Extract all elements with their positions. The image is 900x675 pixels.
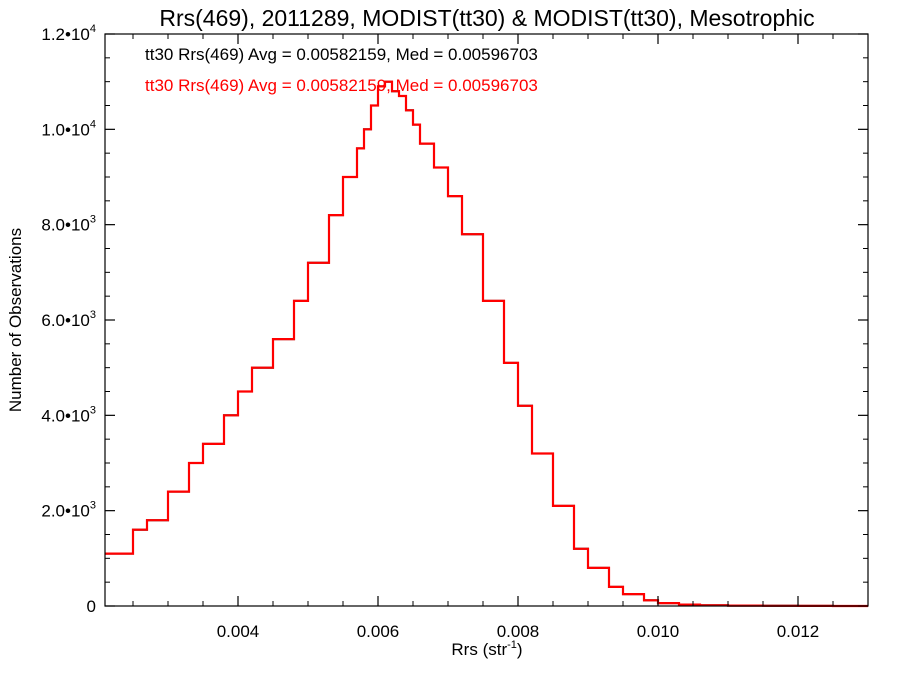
x-tick-label: 0.010 — [637, 622, 680, 641]
x-axis-label: Rrs (str-1) — [451, 639, 522, 659]
x-axis-label-exponent: -1 — [507, 639, 517, 651]
y-axis-label: Number of Observations — [6, 228, 25, 412]
y-axis: 0 2.0•103 4.0•103 6.0•103 8.0•103 1.0•104 1.2•… — [41, 23, 868, 616]
y-tick-label: 8.0•103 — [41, 214, 96, 235]
y-tick-label: 4.0•103 — [41, 404, 96, 425]
y-tick-label: 6.0•103 — [41, 309, 96, 330]
series-line-2 — [105, 80, 868, 608]
x-tick-label: 0.012 — [777, 622, 820, 641]
x-axis: 0.004 0.006 0.008 0.010 0.012 — [132, 34, 834, 641]
x-axis-label-main: Rrs (str — [451, 640, 507, 659]
chart-title: Rrs(469), 2011289, MODIST(tt30) & MODIST… — [159, 5, 814, 31]
y-tick-label: 2.0•103 — [41, 500, 96, 521]
x-tick-label: 0.006 — [357, 622, 400, 641]
y-tick-label: 0 — [87, 597, 96, 616]
series-layer — [105, 80, 868, 608]
x-axis-label-close: ) — [517, 640, 523, 659]
y-tick-label: 1.0•104 — [41, 118, 96, 139]
x-tick-label: 0.004 — [217, 622, 260, 641]
x-tick-label: 0.008 — [497, 622, 540, 641]
legend-annotation-black: tt30 Rrs(469) Avg = 0.00582159, Med = 0.… — [145, 45, 538, 64]
legend-annotation-red: tt30 Rrs(469) Avg = 0.00582159, Med = 0.… — [145, 76, 538, 95]
y-tick-label: 1.2•104 — [41, 23, 96, 44]
